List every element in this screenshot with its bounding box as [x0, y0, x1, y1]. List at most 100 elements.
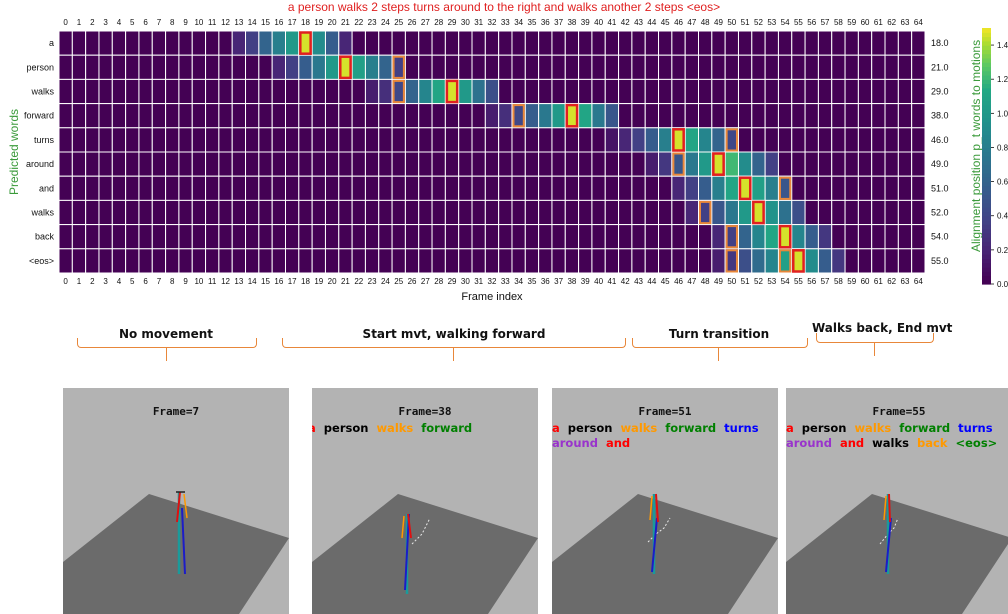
heatmap-cell	[817, 127, 833, 153]
heatmap-cell	[684, 78, 700, 105]
heatmap-cell	[231, 30, 247, 56]
heatmap-cell	[458, 54, 473, 80]
x-tick-label-top: 18	[301, 18, 310, 27]
caption-word: person	[323, 421, 369, 435]
caption-word: forward	[665, 421, 717, 435]
heatmap-cell	[551, 103, 566, 129]
heatmap-cell	[777, 199, 793, 226]
heatmap-cell	[698, 248, 713, 274]
heatmap-figure: 0011223344556677889910101111121213131414…	[24, 18, 1008, 289]
highlight-red	[738, 176, 752, 201]
heatmap-cell	[58, 78, 73, 105]
frame-label: Frame=7	[152, 405, 200, 418]
heatmap-cell	[671, 103, 686, 129]
heatmap-cell	[591, 175, 606, 201]
heatmap-cell	[231, 248, 247, 274]
heatmap-cell	[298, 224, 313, 250]
heatmap-cell	[231, 78, 247, 105]
segment-label-walking-forward: Start mvt, walking forward	[362, 327, 546, 341]
heatmap-cell	[644, 151, 660, 177]
x-tick-label-bottom: 5	[130, 277, 135, 286]
heatmap-cell	[258, 127, 273, 153]
heatmap-cell	[125, 30, 140, 56]
heatmap-cell	[338, 78, 353, 105]
heatmap-cell	[218, 224, 233, 250]
heatmap-cell	[844, 224, 859, 250]
heatmap-cell	[138, 224, 153, 250]
heatmap-cell	[698, 78, 713, 105]
colorbar-tick-label: 1.0	[997, 109, 1008, 118]
heatmap-cell	[364, 78, 380, 105]
colorbar-segment	[982, 241, 991, 247]
heatmap-cell	[271, 54, 286, 80]
heatmap-cell	[884, 224, 899, 250]
heatmap-cell	[431, 78, 446, 105]
heatmap-cell	[724, 103, 739, 129]
heatmap-cell	[391, 103, 406, 129]
heatmap-cell	[644, 175, 660, 201]
heatmap-cell	[391, 30, 406, 56]
x-tick-label-bottom: 42	[621, 277, 630, 286]
highlight-orange	[392, 79, 405, 104]
heatmap-cell	[165, 248, 180, 274]
heatmap-cell	[231, 151, 247, 177]
heatmap-cell	[484, 248, 500, 274]
colorbar-segment	[982, 87, 991, 93]
heatmap-cell	[284, 151, 300, 177]
heatmap-cell	[311, 54, 326, 80]
heatmap-cell	[831, 175, 846, 201]
colorbar-segment	[982, 181, 991, 187]
heatmap-cell	[911, 248, 926, 274]
x-tick-label-bottom: 37	[554, 277, 563, 286]
heatmap-cell	[764, 248, 779, 274]
heatmap-cell	[871, 30, 886, 56]
heatmap-cell	[271, 175, 286, 201]
x-tick-label-top: 8	[170, 18, 175, 27]
colorbar-segment	[982, 173, 991, 178]
heatmap-cell	[111, 199, 127, 226]
heatmap-cell	[231, 54, 247, 80]
brace-tick	[453, 347, 454, 361]
heatmap-cell	[338, 103, 353, 129]
heatmap-cell	[524, 248, 540, 274]
x-tick-label-bottom: 48	[701, 277, 710, 286]
heatmap-cell	[764, 30, 779, 56]
alignment-position-label: 46.0	[931, 135, 949, 145]
skeleton-scene	[312, 494, 538, 614]
x-tick-label-bottom: 39	[581, 277, 590, 286]
heatmap-cell	[711, 199, 726, 226]
heatmap-cell	[284, 199, 300, 226]
highlight-red	[565, 103, 579, 128]
heatmap-cell	[764, 54, 779, 80]
caption-word: walks	[376, 421, 414, 435]
heatmap-cell	[71, 224, 87, 250]
x-tick-label-top: 6	[143, 18, 148, 27]
heatmap-cell	[138, 175, 153, 201]
heatmap-cell	[98, 151, 113, 177]
heatmap-cell	[431, 224, 446, 250]
x-tick-label-bottom: 11	[208, 277, 217, 286]
heatmap-cell	[857, 127, 873, 153]
heatmap-cell	[404, 175, 420, 201]
heatmap-cell	[538, 224, 553, 250]
heatmap-cell	[98, 103, 113, 129]
heatmap-cell	[484, 175, 500, 201]
heatmap-cell	[471, 54, 486, 80]
x-tick-label-bottom: 1	[77, 277, 82, 286]
heatmap-cell	[538, 151, 553, 177]
heatmap-cell	[218, 127, 233, 153]
heatmap-cell	[684, 224, 700, 250]
heatmap-cell	[751, 127, 766, 153]
heatmap-cell	[351, 199, 366, 226]
x-tick-label-top: 45	[661, 18, 670, 27]
heatmap-cell	[125, 54, 140, 80]
heatmap-cell	[231, 224, 247, 250]
heatmap-cell	[418, 224, 433, 250]
heatmap-cell	[791, 224, 806, 250]
heatmap-cell	[205, 30, 220, 56]
heatmap-cell	[804, 30, 819, 56]
heatmap-cell	[351, 54, 366, 80]
heatmap-cell	[444, 151, 460, 177]
highlight-orange	[778, 249, 792, 273]
heatmap-cell	[431, 103, 446, 129]
